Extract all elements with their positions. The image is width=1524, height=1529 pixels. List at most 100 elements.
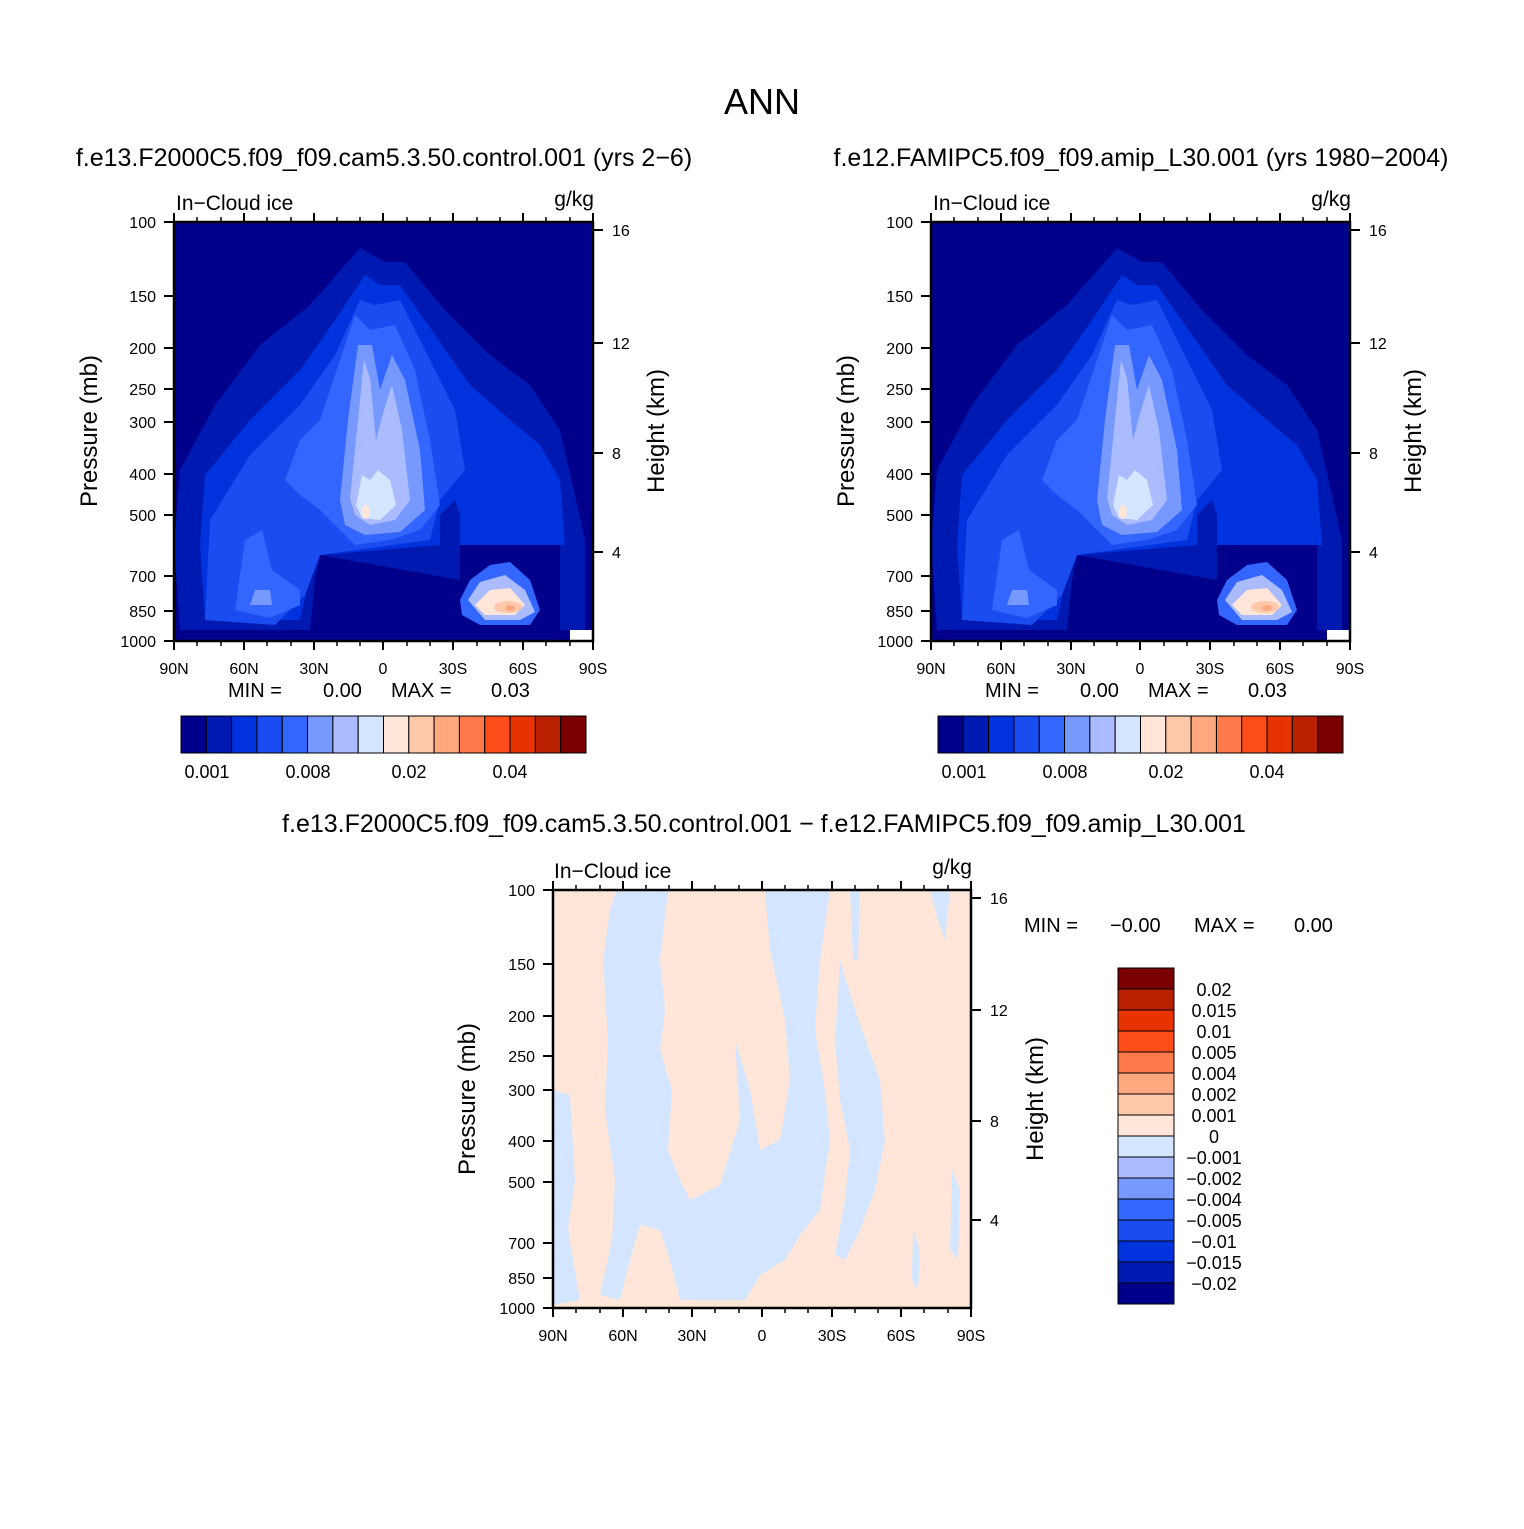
colorbar-swatch — [1117, 1177, 1175, 1200]
y2-tick-label: 4 — [990, 1213, 999, 1230]
colorbar-swatch — [1117, 1135, 1175, 1158]
x-tick-label: 60S — [509, 661, 537, 678]
colorbar-swatch — [1117, 1282, 1175, 1305]
min-label: MIN = — [985, 680, 1039, 702]
y-tick-label: 100 — [886, 215, 913, 232]
y2-axis-label: Height (km) — [1400, 369, 1427, 493]
x-tick-label: 30N — [1056, 661, 1085, 678]
max-label: MAX = — [1148, 680, 1209, 702]
max-value: 0.00 — [1294, 915, 1333, 937]
y2-tick-label: 4 — [1369, 545, 1378, 562]
y-tick-label: 850 — [508, 1271, 535, 1288]
colorbar-swatch — [1117, 1009, 1175, 1032]
x-tick-label: 90S — [957, 1328, 985, 1345]
colorbar-label: 0.001 — [1191, 1106, 1236, 1126]
colorbar-swatch — [1266, 715, 1293, 754]
max-value: 0.03 — [1248, 680, 1287, 702]
colorbar-label: 0.02 — [1196, 980, 1231, 1000]
colorbar-label: −0.02 — [1191, 1274, 1237, 1294]
colorbar-swatch — [281, 715, 309, 754]
y2-tick-label: 4 — [612, 545, 621, 562]
y-tick-label: 250 — [508, 1049, 535, 1066]
y-tick-label: 700 — [886, 569, 913, 586]
y-tick-label: 100 — [129, 215, 156, 232]
colorbar-label: 0.008 — [1042, 762, 1087, 782]
x-tick-label: 60S — [1266, 661, 1294, 678]
colorbar-swatch — [256, 715, 283, 754]
colorbar-swatch — [1317, 715, 1344, 754]
y-tick-label: 700 — [129, 569, 156, 586]
x-tick-label: 60N — [229, 661, 258, 678]
y2-tick-label: 12 — [990, 1003, 1008, 1020]
colorbar-swatch — [433, 715, 460, 754]
y2-tick-label: 16 — [1369, 223, 1387, 240]
colorbar-swatch — [458, 715, 486, 754]
x-tick-label: 90N — [916, 661, 945, 678]
colorbar-swatch — [1291, 715, 1319, 754]
colorbar-swatch — [357, 715, 384, 754]
colorbar-label: 0.02 — [1148, 762, 1183, 782]
colorbar-swatch — [180, 715, 207, 754]
colorbar-label: 0.01 — [1196, 1022, 1231, 1042]
x-tick-label: 30N — [677, 1328, 706, 1345]
x-tick-label: 0 — [1136, 661, 1145, 678]
colorbar-swatch — [1117, 988, 1175, 1011]
colorbar-swatch — [205, 715, 233, 754]
y-tick-label: 500 — [129, 508, 156, 525]
colorbar-swatch — [1117, 1240, 1175, 1263]
min-value: −0.00 — [1110, 915, 1161, 937]
colorbar-swatch — [1190, 715, 1217, 754]
colorbar-swatch — [937, 715, 964, 754]
x-tick-label: 30N — [299, 661, 328, 678]
colorbar-swatch — [1117, 1219, 1175, 1242]
x-tick-label: 90S — [579, 661, 607, 678]
y-tick-label: 200 — [508, 1009, 535, 1026]
colorbar-label: 0.002 — [1191, 1085, 1236, 1105]
y-tick-label: 250 — [129, 382, 156, 399]
y2-tick-label: 16 — [990, 891, 1008, 908]
panel-bottom: f.e13.F2000C5.f09_f09.cam5.3.50.control.… — [282, 810, 1333, 1345]
colorbar-swatch — [231, 715, 258, 754]
y-tick-label: 400 — [508, 1134, 535, 1151]
variable-label: In−Cloud ice — [933, 192, 1050, 215]
units-label: g/kg — [1311, 188, 1351, 211]
y-tick-label: 500 — [508, 1175, 535, 1192]
figure-title: ANN — [724, 81, 800, 122]
y-tick-label: 200 — [886, 341, 913, 358]
min-value: 0.00 — [1080, 680, 1119, 702]
x-tick-label: 90N — [159, 661, 188, 678]
y-tick-label: 850 — [886, 604, 913, 621]
colorbar-label: 0 — [1209, 1127, 1219, 1147]
colorbar-label: −0.015 — [1186, 1253, 1242, 1273]
colorbar-swatch — [383, 715, 410, 754]
x-tick-label: 30S — [1196, 661, 1224, 678]
x-tick-label: 30S — [439, 661, 467, 678]
y-tick-label: 700 — [508, 1236, 535, 1253]
y-tick-label: 250 — [886, 382, 913, 399]
colorbar-swatch — [534, 715, 562, 754]
colorbar — [180, 715, 587, 754]
colorbar-swatch — [1117, 967, 1175, 990]
colorbar-swatch — [1038, 715, 1066, 754]
y-tick-label: 1000 — [120, 634, 156, 651]
y-tick-label: 100 — [508, 883, 535, 900]
colorbar-swatch — [1241, 715, 1268, 754]
colorbar-label: −0.01 — [1191, 1232, 1237, 1252]
colorbar-label: 0.004 — [1191, 1064, 1236, 1084]
colorbar-swatch — [1140, 715, 1167, 754]
y-tick-label: 400 — [886, 467, 913, 484]
min-value: 0.00 — [323, 680, 362, 702]
y2-tick-label: 12 — [612, 336, 630, 353]
colorbar-swatch — [1215, 715, 1243, 754]
colorbar-swatch — [1013, 715, 1040, 754]
colorbar-label: −0.001 — [1186, 1148, 1242, 1168]
colorbar-label: 0.001 — [184, 762, 229, 782]
colorbar-swatch — [560, 715, 587, 754]
colorbar-swatch — [1165, 715, 1192, 754]
y2-tick-label: 8 — [990, 1114, 999, 1131]
colorbar-swatch — [1089, 715, 1116, 754]
colorbar-label: −0.004 — [1186, 1190, 1242, 1210]
y-tick-label: 150 — [886, 289, 913, 306]
y-axis-label: Pressure (mb) — [454, 1023, 481, 1175]
